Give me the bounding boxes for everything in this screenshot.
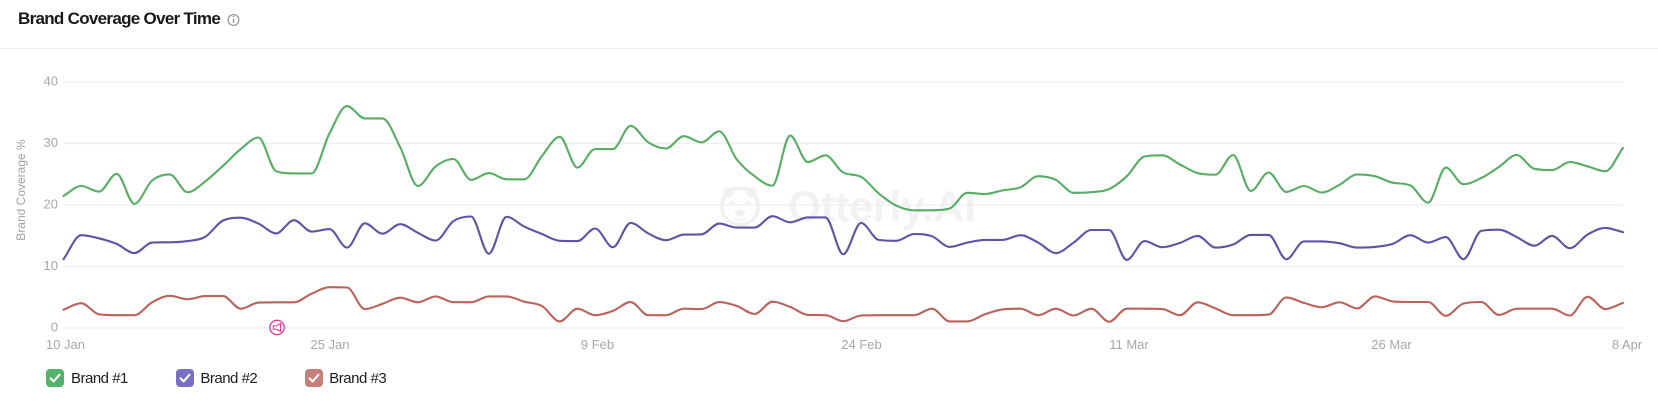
svg-text:25 Jan: 25 Jan — [310, 337, 349, 352]
svg-text:0: 0 — [51, 320, 58, 335]
svg-text:8 Apr: 8 Apr — [1612, 337, 1643, 352]
svg-text:11 Mar: 11 Mar — [1109, 337, 1149, 352]
svg-text:10 Jan: 10 Jan — [46, 337, 85, 352]
svg-text:9 Feb: 9 Feb — [581, 337, 614, 352]
svg-text:20: 20 — [44, 197, 58, 212]
svg-text:10: 10 — [44, 258, 58, 273]
svg-text:30: 30 — [44, 135, 58, 150]
svg-text:26 Mar: 26 Mar — [1371, 337, 1412, 352]
svg-text:24 Feb: 24 Feb — [841, 337, 881, 352]
svg-text:Brand Coverage %: Brand Coverage % — [14, 139, 28, 241]
svg-text:Otterly.AI: Otterly.AI — [788, 184, 976, 231]
svg-text:40: 40 — [44, 74, 58, 89]
